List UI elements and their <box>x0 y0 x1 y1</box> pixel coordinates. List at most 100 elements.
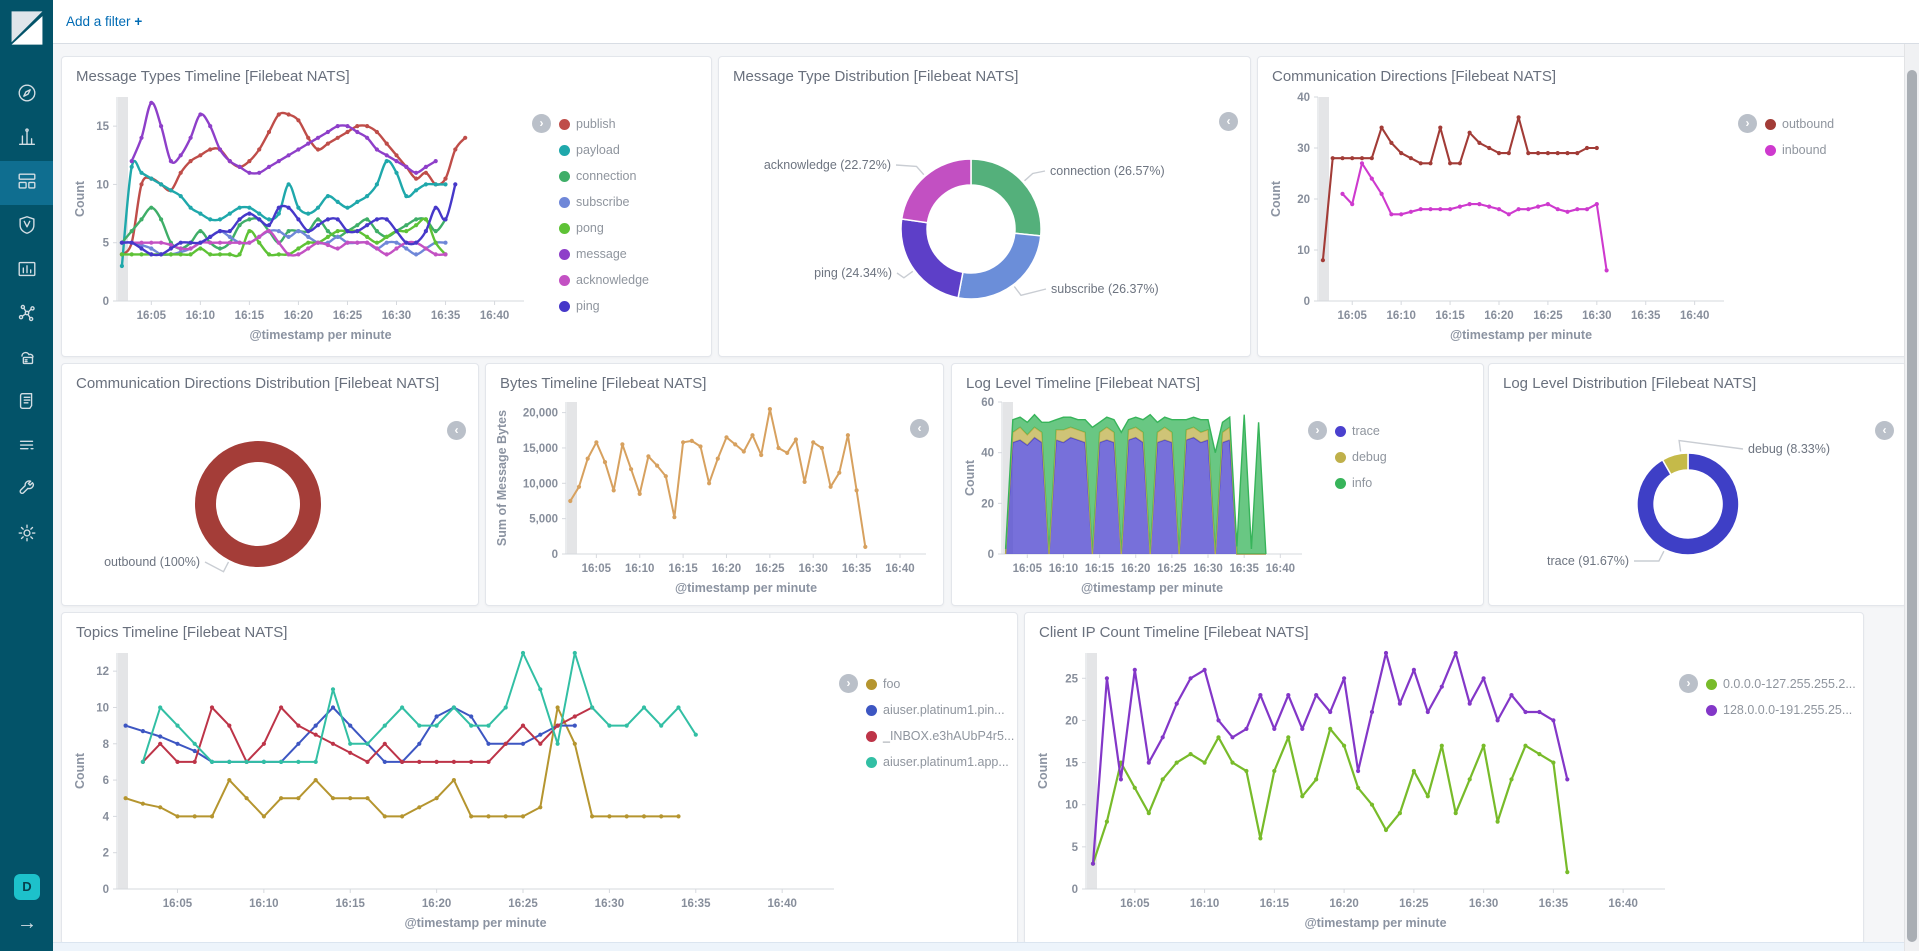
message-type-distribution-chart[interactable]: connection (26.57%) subscribe (26.37%) pin… <box>719 57 1248 354</box>
legend-dot-icon <box>1335 425 1346 437</box>
legend-client-ip-count-timeline: 0.0.0.0-127.255.255.2... 128.0.0.0-191.25… <box>1706 671 1856 723</box>
svg-text:20: 20 <box>981 498 994 510</box>
add-filter-link[interactable]: Add a filter + <box>66 14 142 29</box>
svg-text:16:30: 16:30 <box>382 310 411 322</box>
legend-toggle-icon[interactable]: › <box>1738 114 1757 133</box>
svg-text:outbound (100%): outbound (100%) <box>104 555 200 569</box>
legend-item-0.0.0.0-127.255.255.2...[interactable]: 0.0.0.0-127.255.255.2... <box>1706 671 1856 697</box>
legend-item-info[interactable]: info <box>1335 470 1387 496</box>
legend-item-pong[interactable]: pong <box>559 215 649 241</box>
plus-icon[interactable]: + <box>134 14 143 29</box>
svg-text:16:05: 16:05 <box>1120 898 1150 910</box>
message-types-timeline-chart[interactable]: 0 5 10 15 16:05 16:10 16:15 16:20 16:25 16:30 16:3… <box>70 87 532 349</box>
legend-item-_INBOX.e3hAUbP4r5...[interactable]: _INBOX.e3hAUbP4r5... <box>866 723 1014 749</box>
legend-dot-icon <box>559 300 570 312</box>
kibana-logo[interactable] <box>8 9 46 47</box>
svg-text:40: 40 <box>1297 92 1310 104</box>
svg-text:16:30: 16:30 <box>1193 563 1222 575</box>
scrollbar-thumb[interactable] <box>1907 70 1917 942</box>
svg-text:10,000: 10,000 <box>523 478 558 490</box>
legend-dot-icon <box>559 274 570 286</box>
sidebar-item-canvas-shield[interactable] <box>0 205 53 249</box>
legend-toggle-icon[interactable]: › <box>1308 421 1327 440</box>
legend-item-128.0.0.0-191.255.25...[interactable]: 128.0.0.0-191.255.25... <box>1706 697 1856 723</box>
sidebar-item-logs-scroll[interactable] <box>0 381 53 425</box>
legend-item-connection[interactable]: connection <box>559 163 649 189</box>
legend-item-label: outbound <box>1782 117 1835 131</box>
legend-item-publish[interactable]: publish <box>559 111 649 137</box>
log-level-distribution-chart[interactable]: trace (91.67%) debug (8.33%) <box>1489 364 1904 603</box>
legend-toggle-icon[interactable]: › <box>839 674 858 693</box>
legend-toggle-icon[interactable]: › <box>532 114 551 133</box>
communication-directions-distribution-chart[interactable]: outbound (100%) <box>62 364 476 603</box>
svg-text:16:20: 16:20 <box>1121 563 1150 575</box>
svg-text:@timestamp per minute: @timestamp per minute <box>1304 916 1446 930</box>
svg-text:16:30: 16:30 <box>1582 310 1611 322</box>
svg-text:Count: Count <box>1036 752 1050 789</box>
svg-text:0: 0 <box>103 884 109 896</box>
legend-item-label: 0.0.0.0-127.255.255.2... <box>1723 677 1856 691</box>
legend-item-inbound[interactable]: inbound <box>1765 137 1834 163</box>
panel-message-type-distribution: Message Type Distribution [Filebeat NATS… <box>718 56 1251 357</box>
legend-item-label: connection <box>576 169 637 183</box>
panel-title-log-level-timeline: Log Level Timeline [Filebeat NATS] <box>966 375 1201 392</box>
log-level-timeline-chart[interactable]: 0 20 40 60 16:05 16:10 16:15 16:20 16:25 16:30 16:… <box>960 394 1310 600</box>
legend-item-message[interactable]: message <box>559 241 649 267</box>
svg-text:0: 0 <box>103 296 109 308</box>
svg-text:20: 20 <box>1065 715 1078 727</box>
svg-text:acknowledge (22.72%): acknowledge (22.72%) <box>764 158 891 172</box>
legend-item-label: message <box>576 247 627 261</box>
svg-text:10: 10 <box>1065 800 1078 812</box>
legend-item-label: 128.0.0.0-191.255.25... <box>1723 703 1853 717</box>
legend-item-aiuser.platinum1.pin...[interactable]: aiuser.platinum1.pin... <box>866 697 1014 723</box>
legend-item-payload[interactable]: payload <box>559 137 649 163</box>
legend-item-aiuser.platinum1.app...[interactable]: aiuser.platinum1.app... <box>866 749 1014 775</box>
legend-item-ping[interactable]: ping <box>559 293 649 319</box>
legend-toggle-icon[interactable]: ‹ <box>1875 421 1894 440</box>
space-badge[interactable]: D <box>14 874 40 900</box>
legend-item-outbound[interactable]: outbound <box>1765 111 1834 137</box>
collapse-arrow-icon[interactable]: → <box>17 912 37 934</box>
legend-item-acknowledge[interactable]: acknowledge <box>559 267 649 293</box>
sidebar-item-dev-tools-wrench[interactable] <box>0 469 53 513</box>
legend-item-debug[interactable]: debug <box>1335 444 1387 470</box>
vertical-scrollbar[interactable] <box>1904 44 1919 951</box>
bottom-bar <box>53 942 1905 951</box>
panel-log-level-distribution: Log Level Distribution [Filebeat NATS] tr… <box>1488 363 1907 606</box>
legend-item-foo[interactable]: foo <box>866 671 1014 697</box>
svg-text:16:10: 16:10 <box>1386 310 1415 322</box>
legend-item-label: acknowledge <box>576 273 649 287</box>
sidebar-item-apm-lines[interactable] <box>0 425 53 469</box>
legend-toggle-icon[interactable]: ‹ <box>447 421 466 440</box>
panel-title-message-types-timeline: Message Types Timeline [Filebeat NATS] <box>76 68 350 85</box>
sidebar-item-machine-learning-frame[interactable] <box>0 249 53 293</box>
sidebar-item-infrastructure-cloud[interactable] <box>0 337 53 381</box>
bytes-timeline-chart[interactable]: 0 5,000 10,000 15,000 20,000 16:05 16:10 16:15 1… <box>492 394 936 600</box>
legend-dot-icon <box>1765 118 1776 130</box>
sidebar: D → <box>0 0 53 951</box>
svg-text:5,000: 5,000 <box>529 514 558 526</box>
add-filter-label[interactable]: Add a filter <box>66 14 131 29</box>
client-ip-count-timeline-chart[interactable]: 0 5 10 15 20 25 16:05 16:10 16:15 16:20 16:25 16:30… <box>1033 643 1673 939</box>
legend-toggle-icon[interactable]: ‹ <box>1219 112 1238 131</box>
sidebar-item-discover-compass[interactable] <box>0 73 53 117</box>
legend-item-trace[interactable]: trace <box>1335 418 1387 444</box>
svg-text:15: 15 <box>1065 758 1078 770</box>
legend-item-label: debug <box>1352 450 1387 464</box>
sidebar-item-visualize-chart[interactable] <box>0 117 53 161</box>
svg-text:16:40: 16:40 <box>767 898 796 910</box>
svg-text:16:25: 16:25 <box>508 898 538 910</box>
legend-dot-icon <box>559 118 570 130</box>
legend-toggle-icon[interactable]: › <box>1679 674 1698 693</box>
legend-item-subscribe[interactable]: subscribe <box>559 189 649 215</box>
topics-timeline-chart[interactable]: 0 2 4 6 8 10 12 16:05 16:10 16:15 16:20 16:25 16:30 1… <box>70 643 842 939</box>
svg-text:16:20: 16:20 <box>284 310 313 322</box>
sidebar-item-graph-nodes[interactable] <box>0 293 53 337</box>
sidebar-item-dashboard-grid[interactable] <box>0 161 53 205</box>
communication-directions-chart[interactable]: 0 10 20 30 40 16:05 16:10 16:15 16:20 16:25 16:30 1… <box>1266 87 1732 349</box>
sidebar-item-management-gear[interactable] <box>0 513 53 557</box>
legend-toggle-icon[interactable]: ‹ <box>910 419 929 438</box>
legend-item-label: info <box>1352 476 1373 490</box>
svg-text:20: 20 <box>1297 194 1310 206</box>
svg-text:30: 30 <box>1297 143 1310 155</box>
